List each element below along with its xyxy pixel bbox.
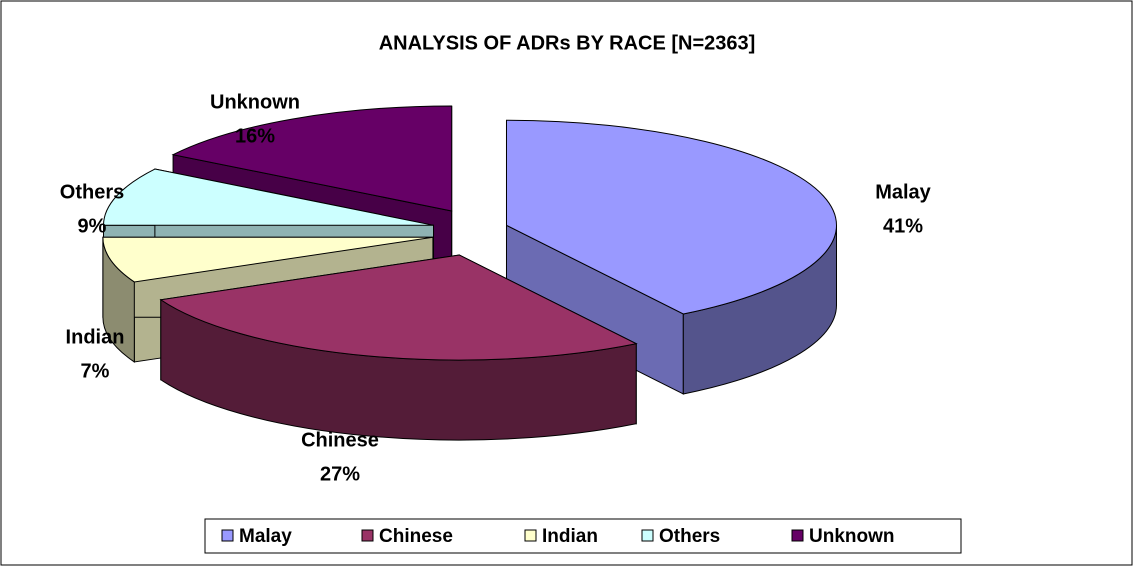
legend-box [204,518,962,554]
data-label: 27% [320,463,360,485]
data-label-name: Malay [875,181,931,203]
data-label: 9% [78,215,107,237]
legend-label: Malay [239,526,292,547]
data-label-name: Indian [66,326,125,348]
legend-label: Unknown [809,526,895,547]
slice [505,119,837,315]
slice [102,236,433,283]
legend-swatch [221,529,234,542]
chart-title: ANALYSIS OF ADRs BY RACE [N=2363] [379,32,756,54]
data-label: 41% [883,215,923,237]
slice [159,254,638,361]
legend-swatch [524,529,537,542]
data-label-name: Unknown [210,91,300,113]
data-label-name: Others [60,181,124,203]
legend-swatch [361,529,374,542]
legend-swatch [791,529,804,542]
slice [171,105,453,212]
data-label: 7% [81,360,110,382]
slice [103,168,434,226]
legend-label: Indian [542,526,598,547]
data-label-name: Chinese [301,429,379,451]
legend-label: Chinese [379,526,453,547]
legend-swatch [641,529,654,542]
legend-label: Others [659,526,720,547]
data-label: 16% [235,125,275,147]
